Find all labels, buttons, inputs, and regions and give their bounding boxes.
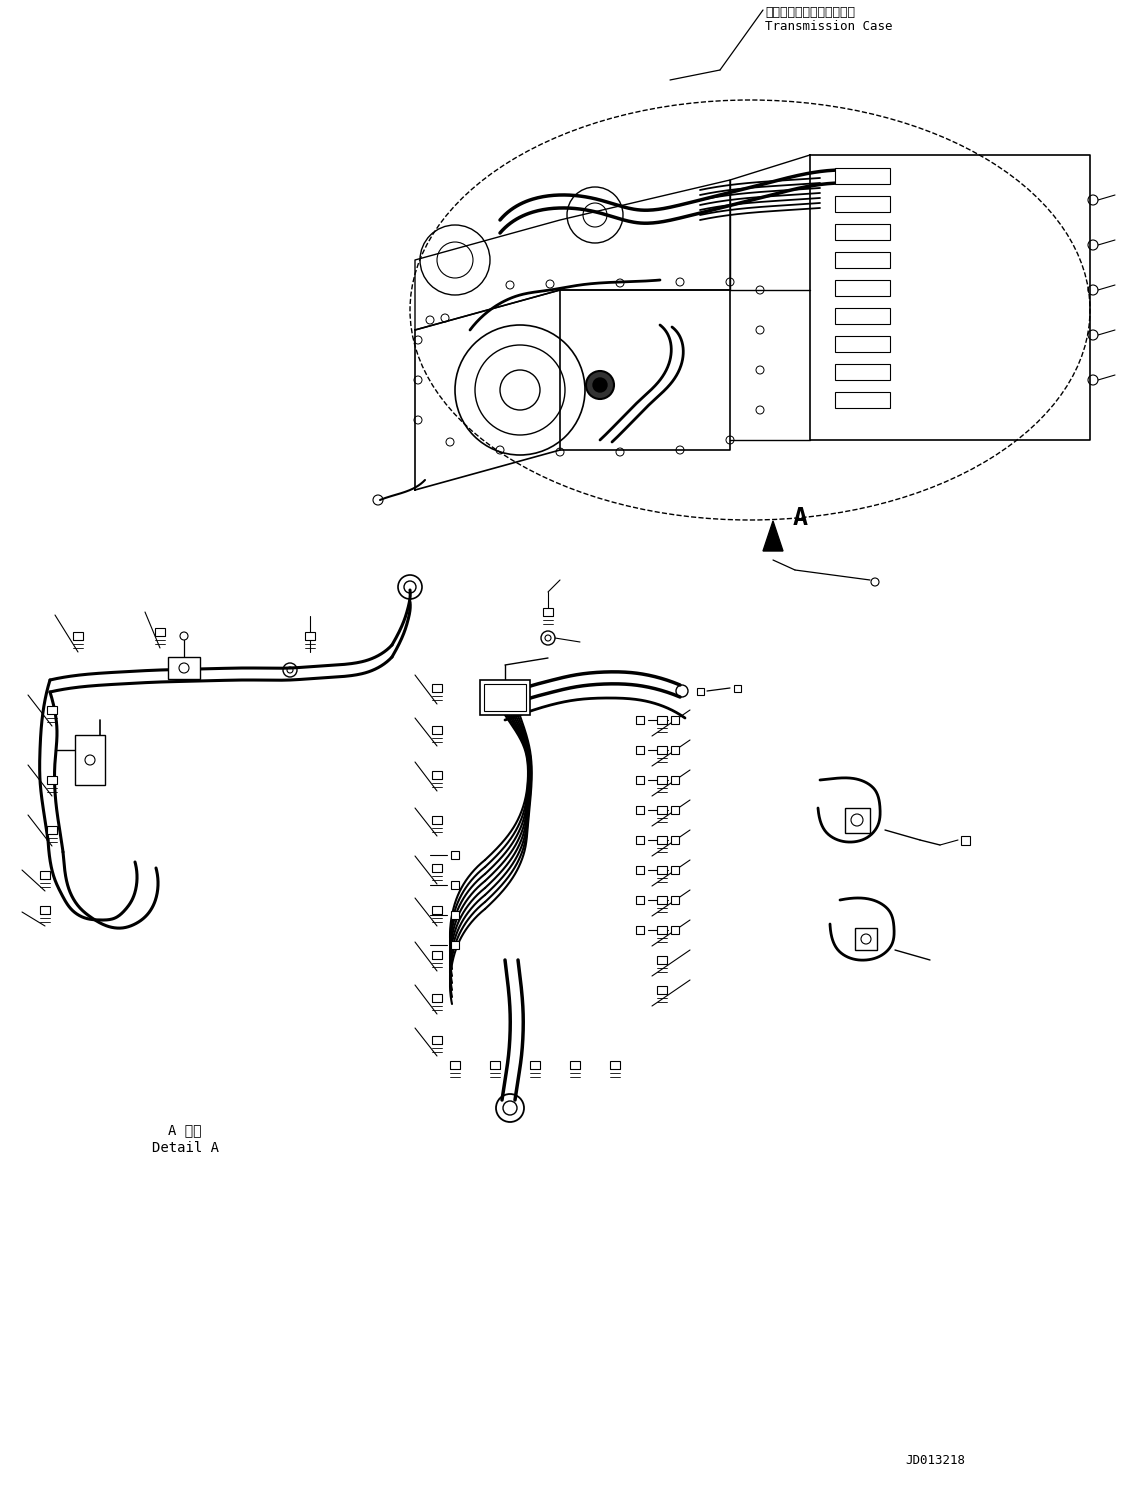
Bar [657,956,667,965]
Bar [451,881,459,889]
Bar [543,608,553,616]
Bar [657,896,667,904]
Bar [835,224,890,240]
Bar [305,632,315,640]
Bar [835,252,890,268]
Bar [835,280,890,297]
Bar [671,926,679,933]
Bar [697,687,704,695]
Bar [636,866,644,874]
Bar [47,707,57,714]
Bar [657,926,667,933]
Text: A 詳細: A 詳細 [168,1123,201,1138]
Bar [432,994,442,1002]
Bar [671,716,679,725]
Bar [671,807,679,814]
Bar [657,836,667,844]
Bar [671,775,679,784]
Bar [432,816,442,825]
Bar [432,951,442,959]
Bar [657,807,667,814]
Bar [636,775,644,784]
Bar [636,746,644,754]
Bar [657,986,667,994]
Bar [40,871,50,880]
Bar [636,807,644,814]
Text: トランスミッションケース: トランスミッションケース [765,6,855,18]
Bar [168,658,200,678]
Circle shape [586,371,614,400]
Bar [47,826,57,833]
Bar [835,364,890,380]
Bar [451,941,459,948]
Bar [845,808,870,833]
Bar [835,309,890,324]
Bar [432,863,442,872]
Bar [671,836,679,844]
Bar [432,726,442,734]
Bar [451,911,459,918]
Bar [657,746,667,754]
Bar [636,896,644,904]
Bar [432,684,442,692]
Bar [40,907,50,914]
Bar [73,632,83,640]
Circle shape [594,379,607,392]
Bar [671,746,679,754]
Bar [47,775,57,784]
Text: Detail A: Detail A [151,1141,218,1156]
Bar [835,335,890,352]
Text: JD013218: JD013218 [905,1454,965,1467]
Bar [636,836,644,844]
Bar [484,684,526,711]
Bar [671,896,679,904]
Bar [855,927,877,950]
Bar [835,392,890,409]
Bar [609,1062,620,1069]
Text: A: A [792,505,808,529]
Bar [432,1036,442,1044]
Bar [450,1062,460,1069]
Bar [451,851,459,859]
Bar [657,716,667,725]
Bar [530,1062,540,1069]
Bar [835,195,890,212]
Bar [636,926,644,933]
Bar [961,836,970,845]
Bar [432,771,442,778]
Bar [155,628,165,637]
Bar [432,907,442,914]
Bar [480,680,530,716]
Bar [657,866,667,874]
Bar [671,866,679,874]
Bar [835,168,890,183]
Text: Transmission Case: Transmission Case [765,21,893,33]
Bar [75,735,105,784]
Polygon shape [763,520,783,552]
Bar [657,775,667,784]
Bar [636,716,644,725]
Bar [490,1062,500,1069]
Bar [570,1062,580,1069]
Bar [735,684,741,692]
